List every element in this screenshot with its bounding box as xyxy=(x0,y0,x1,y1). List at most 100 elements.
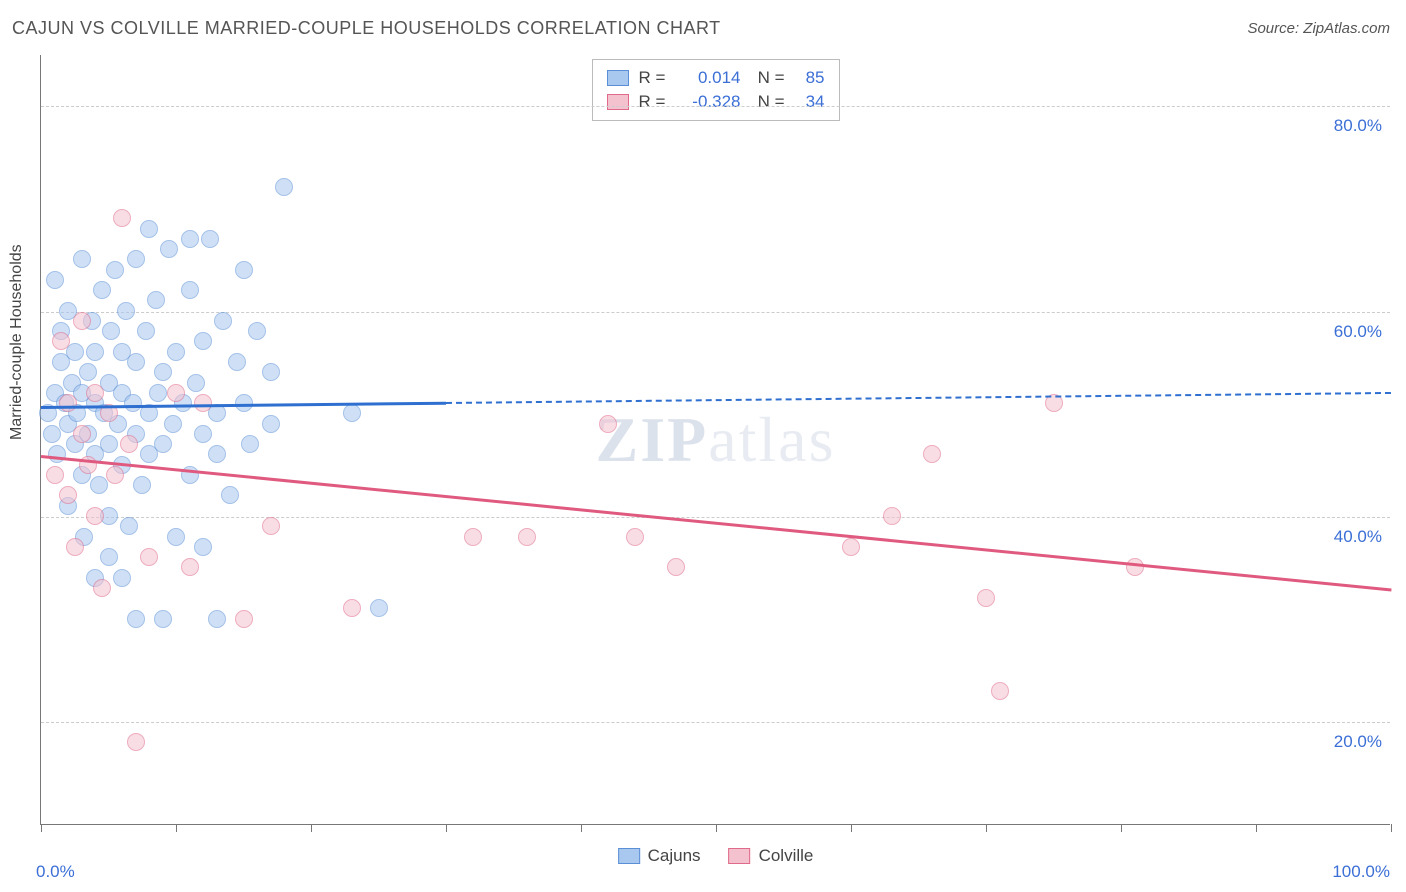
point-colville xyxy=(626,528,644,546)
n-label: N = xyxy=(751,68,785,88)
n-value-cajuns: 85 xyxy=(795,68,825,88)
trend-line xyxy=(41,455,1391,591)
point-colville xyxy=(86,507,104,525)
point-colville xyxy=(73,312,91,330)
point-colville xyxy=(93,579,111,597)
n-value-colville: 34 xyxy=(795,92,825,112)
point-cajuns xyxy=(154,363,172,381)
point-cajuns xyxy=(241,435,259,453)
point-cajuns xyxy=(93,281,111,299)
legend-row-colville: R = -0.328 N = 34 xyxy=(607,90,825,114)
point-cajuns xyxy=(127,353,145,371)
point-cajuns xyxy=(181,281,199,299)
point-cajuns xyxy=(102,322,120,340)
legend-label-colville: Colville xyxy=(759,846,814,866)
point-colville xyxy=(343,599,361,617)
point-cajuns xyxy=(208,610,226,628)
y-tick-label: 40.0% xyxy=(1334,527,1382,547)
r-value-cajuns: 0.014 xyxy=(681,68,741,88)
point-colville xyxy=(113,209,131,227)
point-cajuns xyxy=(43,425,61,443)
point-colville xyxy=(883,507,901,525)
point-colville xyxy=(167,384,185,402)
point-cajuns xyxy=(194,425,212,443)
point-cajuns xyxy=(187,374,205,392)
point-cajuns xyxy=(120,517,138,535)
point-cajuns xyxy=(248,322,266,340)
point-cajuns xyxy=(228,353,246,371)
x-tick xyxy=(581,824,582,832)
point-cajuns xyxy=(154,435,172,453)
point-colville xyxy=(52,332,70,350)
point-cajuns xyxy=(167,528,185,546)
watermark: ZIPatlas xyxy=(596,403,836,477)
x-tick xyxy=(851,824,852,832)
point-cajuns xyxy=(181,230,199,248)
point-cajuns xyxy=(90,476,108,494)
point-cajuns xyxy=(214,312,232,330)
point-cajuns xyxy=(117,302,135,320)
x-tick-min: 0.0% xyxy=(36,862,75,882)
point-colville xyxy=(667,558,685,576)
gridline xyxy=(41,312,1390,313)
chart-title: CAJUN VS COLVILLE MARRIED-COUPLE HOUSEHO… xyxy=(12,18,721,39)
point-cajuns xyxy=(149,384,167,402)
x-tick xyxy=(1256,824,1257,832)
point-colville xyxy=(73,425,91,443)
point-colville xyxy=(923,445,941,463)
point-cajuns xyxy=(127,610,145,628)
x-tick-max: 100.0% xyxy=(1332,862,1390,882)
x-tick xyxy=(986,824,987,832)
point-cajuns xyxy=(100,548,118,566)
point-cajuns xyxy=(194,332,212,350)
x-tick xyxy=(446,824,447,832)
point-colville xyxy=(181,558,199,576)
r-value-colville: -0.328 xyxy=(681,92,741,112)
point-cajuns xyxy=(275,178,293,196)
point-cajuns xyxy=(147,291,165,309)
point-cajuns xyxy=(48,445,66,463)
point-cajuns xyxy=(235,261,253,279)
scatter-plot: ZIPatlas R = 0.014 N = 85 R = -0.328 N =… xyxy=(40,55,1390,825)
point-cajuns xyxy=(167,343,185,361)
point-colville xyxy=(59,394,77,412)
point-cajuns xyxy=(140,220,158,238)
r-label: R = xyxy=(639,92,671,112)
point-cajuns xyxy=(370,599,388,617)
point-cajuns xyxy=(208,445,226,463)
point-cajuns xyxy=(154,610,172,628)
point-cajuns xyxy=(79,363,97,381)
y-tick-label: 80.0% xyxy=(1334,116,1382,136)
legend-item-colville: Colville xyxy=(729,846,814,866)
point-cajuns xyxy=(194,538,212,556)
gridline xyxy=(41,517,1390,518)
point-cajuns xyxy=(113,569,131,587)
source-label: Source: ZipAtlas.com xyxy=(1247,20,1390,37)
x-tick xyxy=(1391,824,1392,832)
point-colville xyxy=(262,517,280,535)
y-tick-label: 60.0% xyxy=(1334,322,1382,342)
point-colville xyxy=(991,682,1009,700)
point-colville xyxy=(235,610,253,628)
r-label: R = xyxy=(639,68,671,88)
point-cajuns xyxy=(127,250,145,268)
legend-label-cajuns: Cajuns xyxy=(648,846,701,866)
point-cajuns xyxy=(137,322,155,340)
swatch-colville xyxy=(729,848,751,864)
point-cajuns xyxy=(73,250,91,268)
swatch-colville xyxy=(607,94,629,110)
swatch-cajuns xyxy=(618,848,640,864)
gridline xyxy=(41,106,1390,107)
point-cajuns xyxy=(343,404,361,422)
point-colville xyxy=(59,486,77,504)
legend-row-cajuns: R = 0.014 N = 85 xyxy=(607,66,825,90)
swatch-cajuns xyxy=(607,70,629,86)
trend-line xyxy=(446,392,1391,404)
legend-series: Cajuns Colville xyxy=(618,846,814,866)
point-cajuns xyxy=(106,261,124,279)
point-colville xyxy=(106,466,124,484)
x-tick xyxy=(41,824,42,832)
point-cajuns xyxy=(133,476,151,494)
point-colville xyxy=(86,384,104,402)
x-tick xyxy=(716,824,717,832)
